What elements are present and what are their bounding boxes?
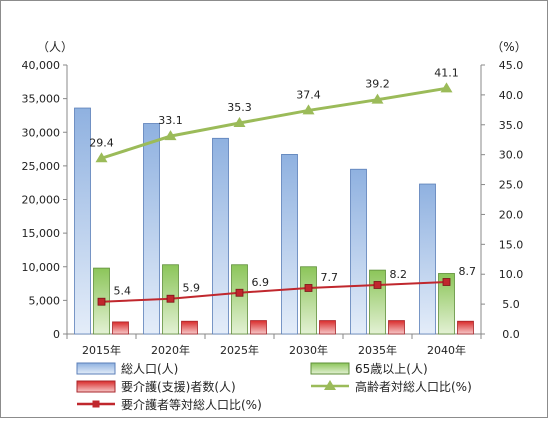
bar-0: [143, 123, 160, 335]
x-tick-label: 2020年: [151, 343, 190, 357]
legend-swatch: [310, 362, 350, 375]
legend-marker: [324, 380, 336, 390]
x-tick-label: 2015年: [82, 343, 121, 357]
legend: 総人口(人) 65歳以上(人) 要介護(支援)者数(人) 高齢者対総人口比(%) 要介護…: [76, 362, 472, 412]
data-label: 7.7: [321, 271, 339, 284]
axes: 0 5,000 10,000 15,000 20,000 25,000 30,000 35,0…: [22, 40, 527, 357]
x-tick-label: 2035年: [358, 343, 397, 357]
data-label: 39.2: [365, 78, 390, 91]
bar-1: [369, 269, 386, 335]
legend-label: 要介護者等対総人口比(%): [121, 397, 262, 412]
data-labels: 29.4 33.1 35.3 37.4 39.2 41.1 5.4 5.9 6.9 7.7 8.2 8…: [89, 66, 476, 297]
marker-square: [442, 278, 451, 286]
bar-1: [231, 264, 248, 335]
y-right-tick-label: 5.0: [502, 298, 520, 311]
bar-2: [112, 321, 129, 335]
y-left-tick-label: 10,000: [22, 261, 61, 274]
y-right-tick-label: 35.0: [499, 119, 524, 132]
y-right-tick-label: 10.0: [499, 268, 524, 281]
bar-0: [281, 154, 298, 335]
bar-0: [350, 168, 367, 335]
marker-triangle: [95, 152, 108, 163]
data-label: 37.4: [296, 88, 321, 101]
legend-label: 高齢者対総人口比(%): [355, 379, 472, 394]
bar-2: [457, 320, 474, 335]
legend-label: 要介護(支援)者数(人): [121, 379, 236, 394]
lines: [95, 82, 453, 306]
x-tick-label: 2040年: [427, 343, 466, 357]
legend-label: 総人口(人): [121, 362, 178, 376]
data-label: 5.9: [183, 282, 201, 295]
legend-swatch: [76, 362, 116, 375]
marker-square: [373, 281, 382, 289]
line-1: [101, 280, 447, 303]
bar-2: [319, 320, 336, 335]
bar-1: [300, 266, 317, 335]
y-left-tick-label: 40,000: [22, 59, 61, 72]
x-tick-label: 2025年: [220, 343, 259, 357]
y-right-tick-label: 45.0: [499, 59, 524, 72]
marker-triangle: [371, 93, 384, 104]
y-right-unit: （%）: [491, 40, 526, 54]
marker-square: [304, 284, 313, 292]
data-label: 35.3: [227, 101, 252, 114]
y-left-unit: （人）: [37, 40, 73, 54]
marker-square: [97, 297, 106, 306]
bar-1: [438, 273, 455, 335]
y-right-tick-label: 30.0: [499, 149, 524, 162]
y-right-tick-label: 15.0: [499, 238, 524, 251]
bar-0: [212, 137, 229, 335]
legend-swatch: [76, 380, 116, 393]
data-label: 6.9: [252, 276, 270, 289]
y-left-tick-label: 15,000: [22, 227, 61, 240]
data-label: 29.4: [89, 136, 114, 149]
data-label: 33.1: [158, 114, 183, 127]
y-left-tick-label: 30,000: [22, 126, 61, 139]
bar-0: [419, 183, 436, 335]
line-0: [101, 86, 447, 160]
legend-label: 65歳以上(人): [355, 362, 428, 376]
data-label: 41.1: [434, 66, 459, 79]
data-label: 5.4: [114, 285, 132, 298]
data-label: 8.7: [459, 265, 477, 278]
marker-triangle: [302, 104, 315, 115]
marker-triangle: [440, 82, 453, 93]
marker-square: [235, 288, 244, 297]
y-right-tick-label: 40.0: [499, 89, 524, 102]
y-right-tick-label: 20.0: [499, 208, 524, 221]
marker-triangle: [164, 130, 177, 141]
y-left-tick-label: 0: [53, 328, 60, 341]
bar-2: [250, 320, 267, 335]
marker-triangle: [233, 116, 246, 127]
bar-2: [388, 320, 405, 335]
legend-marker: [92, 400, 100, 408]
data-label: 8.2: [390, 268, 408, 281]
bar-0: [74, 107, 91, 335]
bar-2: [181, 320, 198, 335]
y-left-tick-label: 5,000: [29, 294, 61, 307]
y-left-tick-label: 25,000: [22, 160, 61, 173]
y-left-tick-label: 35,000: [22, 93, 61, 106]
y-right-tick-label: 25.0: [499, 179, 524, 192]
y-left-tick-label: 20,000: [22, 194, 61, 207]
y-right-tick-label: 0.0: [502, 328, 520, 341]
marker-square: [166, 294, 175, 303]
x-tick-label: 2030年: [289, 343, 328, 357]
